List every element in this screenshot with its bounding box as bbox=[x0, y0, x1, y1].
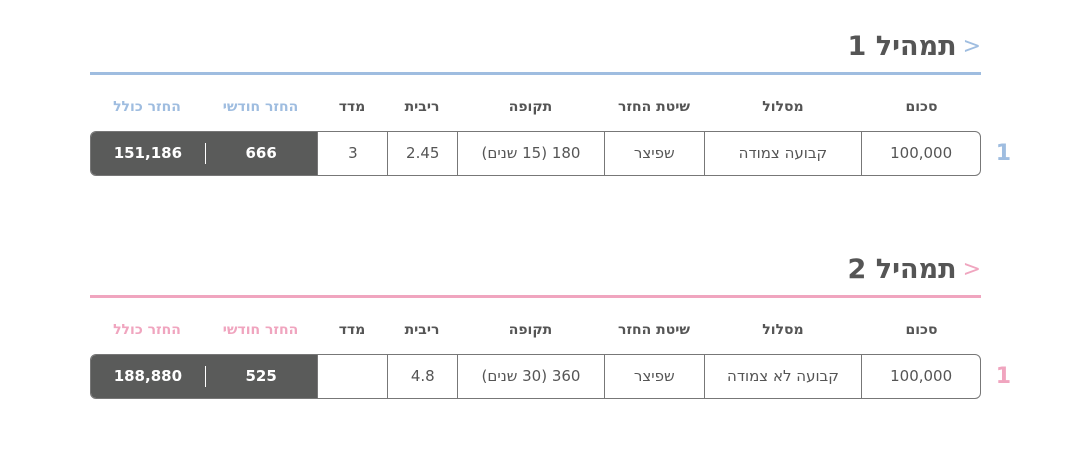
cell-monthly: 525 bbox=[204, 355, 318, 398]
header-index: מדד bbox=[338, 99, 366, 115]
chevron-left-icon[interactable]: < bbox=[962, 256, 981, 282]
header-monthly: החזר חודשי bbox=[222, 322, 299, 338]
header-track: מסלול bbox=[762, 322, 804, 338]
cell-method[interactable]: שפיצר bbox=[603, 355, 704, 398]
cell-total: 151,186 bbox=[91, 132, 205, 175]
cell-period[interactable]: 360 (30 שנים) bbox=[457, 355, 604, 398]
table-header: סכום מסלול שיטת החזר תקופה ריבית מדד החז… bbox=[90, 96, 981, 118]
plan-title[interactable]: < תמהיל 2 bbox=[848, 251, 981, 287]
chevron-left-icon[interactable]: < bbox=[962, 33, 981, 59]
header-interest: ריבית bbox=[404, 99, 440, 115]
table-row: 100,000 קבועה צמודה שפיצר 180 (15 שנים) … bbox=[90, 131, 981, 176]
plan-section-1: < תמהיל 1 סכום מסלול שיטת החזר תקופה ריבי… bbox=[90, 28, 1011, 208]
header-total: החזר כולל bbox=[113, 99, 181, 115]
cell-method[interactable]: שפיצר bbox=[603, 132, 704, 175]
row-number: 1 bbox=[995, 364, 1011, 389]
cell-monthly: 666 bbox=[204, 132, 318, 175]
cell-total: 188,880 bbox=[91, 355, 205, 398]
divider bbox=[90, 295, 981, 298]
header-track: מסלול bbox=[762, 99, 804, 115]
cell-index[interactable] bbox=[317, 355, 387, 398]
header-period: תקופה bbox=[508, 322, 553, 338]
cell-track[interactable]: קבועה צמודה bbox=[703, 132, 862, 175]
header-monthly: החזר חודשי bbox=[222, 99, 299, 115]
cell-amount[interactable]: 100,000 bbox=[861, 132, 980, 175]
header-amount: סכום bbox=[905, 99, 938, 115]
header-index: מדד bbox=[338, 322, 366, 338]
plan-title[interactable]: < תמהיל 1 bbox=[848, 28, 981, 64]
cell-index[interactable]: 3 bbox=[317, 132, 387, 175]
header-interest: ריבית bbox=[404, 322, 440, 338]
table-row: 100,000 קבועה לא צמודה שפיצר 360 (30 שני… bbox=[90, 354, 981, 399]
cell-period[interactable]: 180 (15 שנים) bbox=[457, 132, 604, 175]
header-method: שיטת החזר bbox=[618, 99, 690, 115]
plan-section-2: < תמהיל 2 סכום מסלול שיטת החזר תקופה ריבי… bbox=[90, 251, 1011, 431]
plan-title-text: תמהיל 1 bbox=[847, 30, 957, 62]
header-method: שיטת החזר bbox=[618, 322, 690, 338]
plan-title-text: תמהיל 2 bbox=[847, 253, 957, 285]
header-total: החזר כולל bbox=[113, 322, 181, 338]
cell-interest[interactable]: 2.45 bbox=[387, 132, 457, 175]
row-number: 1 bbox=[995, 141, 1011, 166]
divider bbox=[90, 72, 981, 75]
cell-amount[interactable]: 100,000 bbox=[861, 355, 980, 398]
cell-interest[interactable]: 4.8 bbox=[387, 355, 457, 398]
table-header: סכום מסלול שיטת החזר תקופה ריבית מדד החז… bbox=[90, 319, 981, 341]
header-amount: סכום bbox=[905, 322, 938, 338]
header-period: תקופה bbox=[508, 99, 553, 115]
cell-track[interactable]: קבועה לא צמודה bbox=[703, 355, 862, 398]
